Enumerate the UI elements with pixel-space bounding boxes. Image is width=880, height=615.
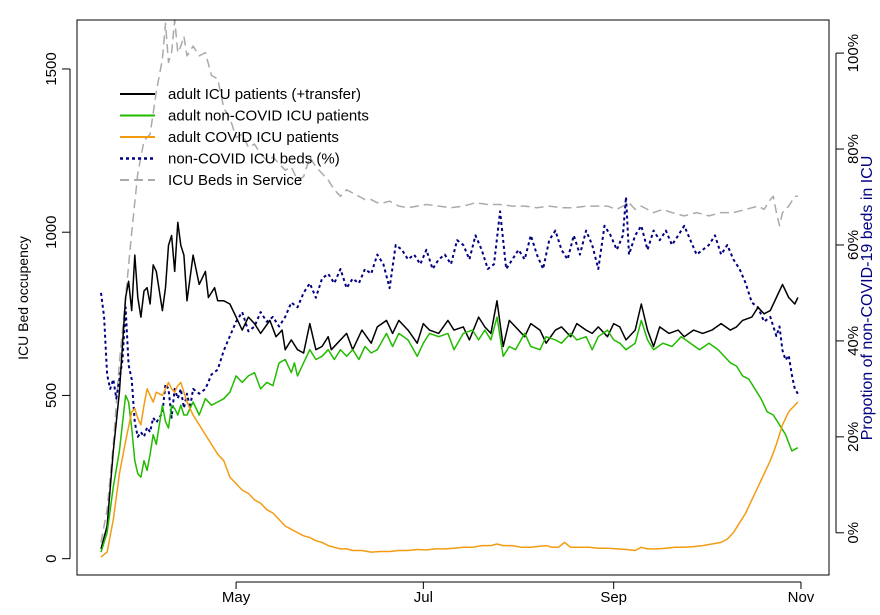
x-tick-label: Sep (600, 589, 627, 606)
legend-label: adult ICU patients (+transfer) (168, 86, 361, 103)
y2-tick-label: 20% (845, 422, 862, 452)
y-tick-label: 500 (43, 383, 60, 408)
y-axis-label: ICU Bed occupency (15, 236, 31, 360)
legend-label: adult COVID ICU patients (168, 129, 339, 146)
series-line-3 (100, 196, 799, 438)
legend-label: adult non-COVID ICU patients (168, 108, 369, 125)
x-tick-label: Jul (414, 589, 433, 606)
legend: adult ICU patients (+transfer) adult non-… (120, 86, 369, 189)
plot-frame (76, 19, 830, 576)
y2-axis-label: Propotion of non-COVID-19 beds in ICU (859, 156, 876, 441)
legend-label: ICU Beds in Service (168, 172, 302, 189)
y-tick-label: 1000 (43, 216, 60, 249)
y-tick-label: 0 (43, 555, 60, 563)
series-line-4 (100, 19, 798, 543)
series-line-0 (100, 221, 799, 550)
legend-label: non-COVID ICU beds (%) (168, 151, 340, 168)
series-line-1 (100, 316, 799, 553)
axis-layer: 0 500 1000 1500 0% 20% 40% 60% 80% 100% May Jul Sep N… (43, 34, 862, 606)
y2-tick-label: 80% (845, 134, 862, 164)
series-layer (100, 19, 799, 558)
y2-tick-label: 60% (845, 230, 862, 260)
y-tick-label: 1500 (43, 52, 60, 85)
y2-tick-label: 40% (845, 326, 862, 356)
y2-tick-label: 100% (845, 34, 862, 72)
y2-tick-label: 0% (845, 522, 862, 544)
x-tick-label: May (222, 589, 251, 606)
x-tick-label: Nov (788, 589, 815, 606)
series-line-2 (100, 381, 799, 558)
